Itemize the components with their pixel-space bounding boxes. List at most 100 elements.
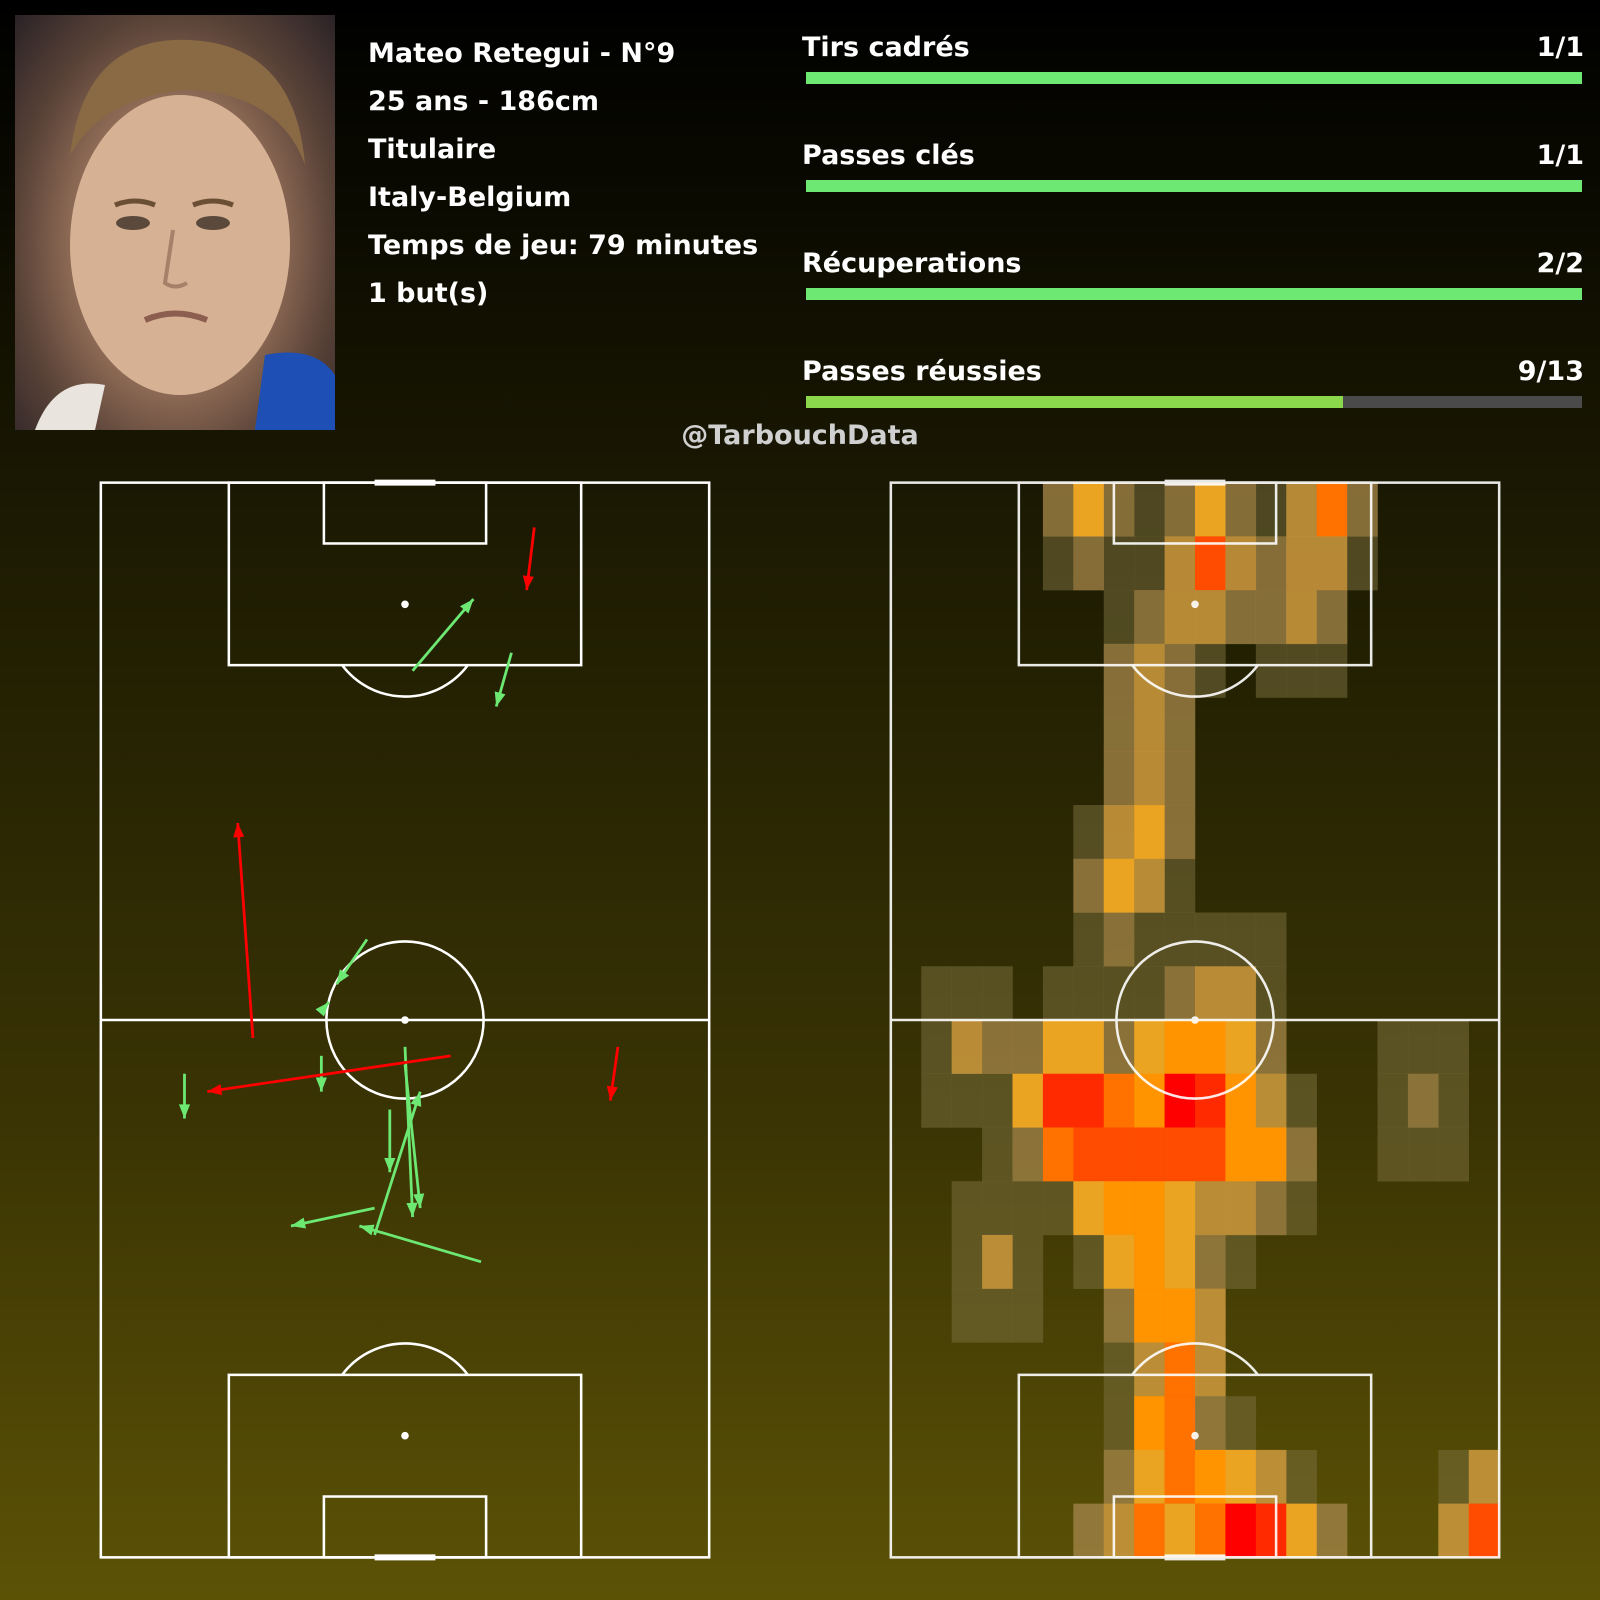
heatmap-cell [1134,805,1165,860]
heatmap-cell [1195,1020,1226,1074]
heatmap-cell [1225,1127,1257,1182]
stat-value: 9/13 [1517,356,1584,387]
heatmap-cell [1103,1127,1135,1182]
heatmap-cell [1195,1449,1226,1504]
heatmap-cell [1073,1020,1105,1074]
heatmap-cell [1438,1503,1470,1558]
heatmap-cell [1103,536,1135,591]
heatmap-cell [921,1073,952,1128]
heatmap-cell [982,1234,1013,1289]
stat-bar-track [806,72,1582,84]
stat-value: 1/1 [1536,140,1584,171]
heatmap-cell [1468,1449,1500,1504]
heatmap-cell [1042,1127,1074,1182]
six-yard-box [322,481,488,545]
heatmap-cell [1195,590,1226,645]
heatmap-cell [1103,1342,1135,1397]
player-info: Mateo Retegui - N°9 25 ans - 186cm Titul… [368,30,758,318]
heatmap-cell [1103,751,1135,806]
player-status: Titulaire [368,134,497,165]
pass-arrow-completed [411,598,475,672]
heatmap-cell [1103,697,1135,752]
heatmap-cell [1134,912,1165,967]
heatmap-cell [1103,805,1135,860]
pass-arrowhead-failed [522,575,534,591]
heatmap-cell [1438,1127,1470,1182]
pass-arrow-completed [358,1224,482,1264]
heatmap-cell [982,966,1013,1021]
player-portrait-image [35,39,335,430]
heatmap-cell [1073,482,1105,537]
heatmap-cell [1164,1181,1196,1236]
heatmap-cell [1164,697,1196,752]
heatmap-cell [1255,1449,1287,1504]
heatmap-cell [1286,1181,1317,1236]
heatmap-cell [1134,1127,1165,1182]
penalty-arc [341,1342,469,1376]
stat-bar-fill [806,396,1344,408]
pass-arrowhead-failed [606,1085,618,1101]
heatmap-cell [1134,1234,1165,1289]
heatmap-cell [1073,966,1105,1021]
stat-label: Passes clés [802,140,975,171]
heatmap-cell [982,1181,1013,1236]
heatmap-cell [1195,1073,1226,1128]
penalty-spot [401,600,409,609]
stat-bar-fill [806,180,1582,192]
heatmap-cell [1195,536,1226,591]
pass-arrowhead-completed [315,1077,327,1092]
heatmap-cell [1164,1449,1196,1504]
heatmap-cell [1225,966,1257,1021]
heatmap-cell [1164,751,1196,806]
heatmap-cell [1438,1449,1470,1504]
heatmap-cell [1073,805,1105,860]
heatmap-cell [1255,912,1287,967]
heatmap-cell [1012,1288,1044,1343]
centre-circle [1115,940,1275,1100]
heatmap-cell [1195,1234,1226,1289]
heatmap-cell [1286,643,1317,698]
heatmap-cell [1316,643,1348,698]
pass-arrowhead-completed [315,1002,329,1017]
heatmap-cell [1134,1449,1165,1504]
heatmap-cell [1255,643,1287,698]
heatmap-cell [1012,1020,1044,1074]
heatmap-cell [1195,1342,1226,1397]
heatmap-cell [1073,912,1105,967]
heatmap-cell [1407,1073,1439,1128]
heatmap-cell [1164,1234,1196,1289]
heatmap-cell [921,1020,952,1074]
goals-count: 1 but(s) [368,278,489,309]
heatmap-cell [1225,1449,1257,1504]
heatmap-cell [1164,1396,1196,1451]
heatmap-cell [951,1073,983,1128]
heatmap-cell [1195,1127,1226,1182]
pass-arrowhead-completed [290,1217,306,1229]
heatmap-cell [1134,1396,1165,1451]
pass-arrowhead-completed [459,599,474,614]
heatmap-cell [1164,912,1196,967]
heatmap-cell [1073,858,1105,913]
penalty-spot [401,1431,409,1440]
stat-bar-track [806,288,1582,300]
heatmap-cell [1103,482,1135,537]
heatmap-cell [1134,1503,1165,1558]
heatmap-cell [1377,1073,1409,1128]
heatmap-cell [1103,1181,1135,1236]
heatmap-cell [982,1073,1013,1128]
heatmap-cell [1073,1127,1105,1182]
heatmap-cell [1042,1073,1074,1128]
heatmap-cell [1225,1396,1257,1451]
heatmap-cell [982,1288,1013,1343]
penalty-arc [341,664,469,698]
heatmap-cell [1164,1020,1196,1074]
centre-spot [401,1016,409,1024]
heatmap-cell [1225,536,1257,591]
heatmap-cell [1073,1234,1105,1289]
heatmap-cell [1042,1181,1074,1236]
heatmap-cell [1103,912,1135,967]
heatmap-cell [1286,1127,1317,1182]
heatmap-cell [1225,1181,1257,1236]
heatmap-cell [1347,482,1378,537]
heatmap-cell [1195,643,1226,698]
